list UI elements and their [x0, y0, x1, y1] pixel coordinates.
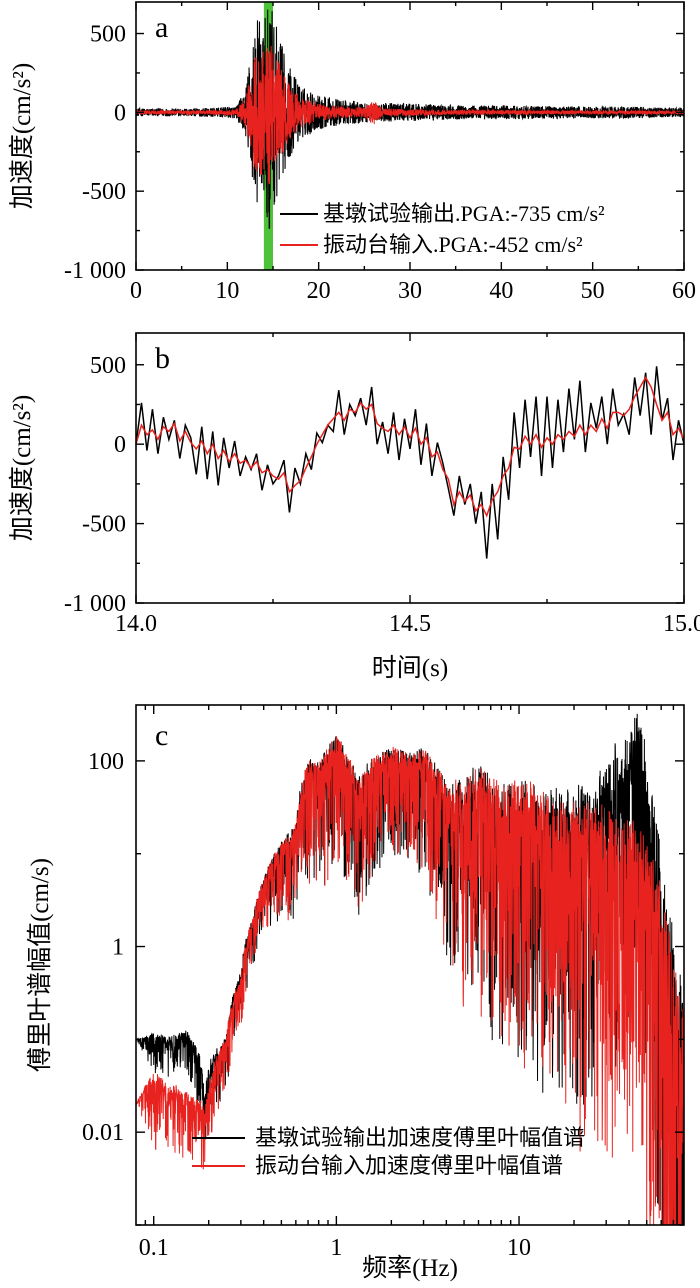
panel-c-ylabel: 傅里叶谱幅值(cm/s) [26, 858, 54, 1072]
panel-b-xlabel: 时间(s) [372, 654, 448, 682]
panel-b-ytick-label: -500 [82, 512, 126, 538]
panel-c-xlabel: 频率(Hz) [362, 1254, 458, 1282]
panel-c-axes: 0.1 1 10 0.01 1 100 [82, 705, 684, 1261]
legend-label-output-spectrum: 基墩试验输出加速度傅里叶幅值谱 [255, 1125, 585, 1150]
panel-a-xtick-label: 10 [215, 278, 239, 304]
panel-b-ytick-label: -1 000 [64, 591, 126, 617]
legend-label-input-spectrum: 振动台输入加速度傅里叶幅值谱 [255, 1153, 563, 1178]
panel-a-plot-area [135, 9, 685, 229]
panel-c-fourier-spectrum: 0.1 1 10 0.01 1 100 c 傅里叶谱幅值(cm/s) 频率(Hz) 基墩试… [26, 704, 685, 1282]
legend-label-output-pga: 基墩试验输出.PGA:-735 cm/s² [323, 201, 605, 226]
panel-c-xtick-label: 10 [507, 1235, 531, 1261]
panel-a-xtick-label: 60 [672, 278, 696, 304]
panel-a-xtick-label: 40 [489, 278, 513, 304]
panel-a-ylabel: 加速度(cm/s²) [8, 63, 36, 209]
panel-a-axes: 0 10 20 30 40 50 60 -1 000 -500 0 500 [64, 2, 696, 304]
series-input-spectrum [135, 736, 685, 1226]
panel-c-legend: 基墩试验输出加速度傅里叶幅值谱 振动台输入加速度傅里叶幅值谱 [192, 1125, 585, 1178]
panel-c-xtick-label: 1 [330, 1235, 342, 1261]
panel-c-ytick-label: 1 [112, 935, 124, 961]
panel-a-letter: a [155, 11, 168, 44]
panel-b-ytick-label: 500 [90, 353, 126, 379]
panel-a-ytick-label: -500 [82, 179, 126, 205]
panel-a-legend: 基墩试验输出.PGA:-735 cm/s² 振动台输入.PGA:-452 cm/… [280, 201, 605, 257]
panel-a-ytick-label: 500 [90, 22, 126, 48]
panel-c-ytick-label: 100 [88, 749, 124, 775]
panel-b-xtick-label: 15.0 [663, 611, 700, 637]
panel-a-xtick-label: 20 [307, 278, 331, 304]
panel-b-xtick-label: 14.5 [389, 611, 431, 637]
panel-b-xtick-label: 14.0 [115, 611, 157, 637]
panel-c-xtick-label: 0.1 [139, 1235, 169, 1261]
panel-a-xtick-label: 0 [130, 278, 142, 304]
panel-c-plot-area [135, 713, 685, 1226]
series-output-trace [135, 9, 685, 229]
panel-a-time-history: 0 10 20 30 40 50 60 -1 000 -500 0 500 a 加速度(cm/s²)… [8, 1, 696, 304]
panel-a-xtick-label: 30 [398, 278, 422, 304]
panel-b-ylabel: 加速度(cm/s²) [8, 395, 36, 541]
series-input-trace [135, 46, 685, 185]
panel-a-ytick-label: 0 [114, 100, 126, 126]
series-output-zoom-trace [135, 366, 685, 559]
panel-a-frame [135, 1, 685, 271]
panel-b-plot-area [135, 366, 685, 559]
panel-c-letter: c [155, 719, 168, 752]
series-input-zoom-trace [135, 375, 685, 518]
panel-a-xtick-label: 50 [581, 278, 605, 304]
panel-b-frame [135, 332, 685, 604]
panel-b-axes: 14.0 14.5 15.0 -1 000 -500 0 500 [64, 333, 700, 637]
panel-c-frame [135, 704, 685, 1226]
panel-a-ytick-label: -1 000 [64, 258, 126, 284]
legend-label-input-pga: 振动台输入.PGA:-452 cm/s² [323, 232, 583, 257]
panel-b-letter: b [155, 342, 170, 375]
panel-b-ytick-label: 0 [114, 432, 126, 458]
panel-c-ytick-label: 0.01 [82, 1120, 124, 1146]
